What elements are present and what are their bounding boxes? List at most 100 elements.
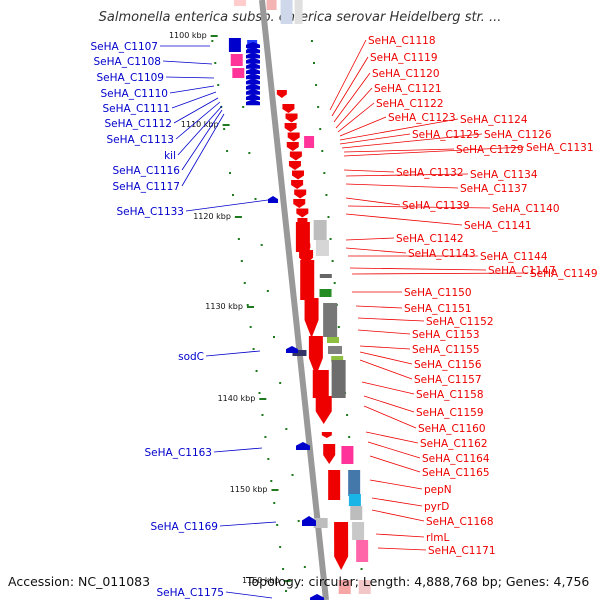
- reverse-gene-arrow[interactable]: [296, 442, 310, 450]
- gene-label[interactable]: SeHA_C1159: [416, 407, 484, 419]
- gene-box[interactable]: [323, 303, 338, 337]
- gene-label[interactable]: rlmL: [426, 532, 449, 544]
- gene-label[interactable]: SeHA_C1153: [412, 329, 480, 341]
- gene-box[interactable]: [300, 260, 315, 300]
- gene-label[interactable]: SeHA_C1133: [116, 206, 184, 218]
- gene-label[interactable]: SeHA_C1152: [426, 316, 494, 328]
- gene-label[interactable]: SeHA_C1111: [102, 103, 170, 115]
- gene-box[interactable]: [341, 446, 354, 464]
- gene-label[interactable]: SeHA_C1143: [408, 248, 476, 260]
- gene-box[interactable]: [230, 54, 243, 66]
- gene-box[interactable]: [348, 494, 361, 506]
- gene-label[interactable]: SeHA_C1171: [428, 545, 496, 557]
- forward-gene-arrow[interactable]: [288, 161, 301, 170]
- gene-label[interactable]: SeHA_C1169: [150, 521, 218, 533]
- gene-label[interactable]: SeHA_C1120: [372, 68, 440, 80]
- forward-gene-arrow[interactable]: [304, 298, 319, 338]
- forward-gene-arrow[interactable]: [293, 199, 306, 208]
- gene-box[interactable]: [312, 370, 329, 398]
- gene-label[interactable]: pepN: [424, 484, 452, 496]
- forward-gene-arrow[interactable]: [292, 170, 305, 180]
- gene-label[interactable]: SeHA_C1112: [104, 118, 172, 130]
- reverse-gene-arrow[interactable]: [246, 57, 260, 64]
- gene-box[interactable]: [232, 68, 245, 78]
- forward-gene-arrow[interactable]: [287, 132, 300, 142]
- gene-label[interactable]: SeHA_C1134: [470, 169, 538, 181]
- gene-label[interactable]: SeHA_C1116: [112, 165, 180, 177]
- gene-box[interactable]: [348, 470, 361, 496]
- gene-label[interactable]: SeHA_C1108: [93, 56, 161, 68]
- gene-label[interactable]: SeHA_C1163: [144, 447, 212, 459]
- gene-box[interactable]: [358, 580, 371, 594]
- gene-label[interactable]: SeHA_C1118: [368, 35, 436, 47]
- reverse-gene-arrow[interactable]: [286, 346, 298, 353]
- gene-label[interactable]: SeHA_C1149: [530, 268, 598, 280]
- gene-box[interactable]: [313, 518, 328, 528]
- forward-gene-arrow[interactable]: [294, 189, 307, 199]
- gene-label[interactable]: SeHA_C1165: [422, 467, 490, 479]
- gene-label[interactable]: SeHA_C1168: [426, 516, 494, 528]
- forward-gene-arrow[interactable]: [334, 540, 349, 570]
- gene-label[interactable]: SeHA_C1144: [480, 251, 548, 263]
- forward-gene-arrow[interactable]: [284, 123, 297, 132]
- gene-box[interactable]: [331, 356, 344, 362]
- gene-label[interactable]: SeHA_C1124: [460, 114, 528, 126]
- gene-label[interactable]: SeHA_C1117: [112, 181, 180, 193]
- reverse-gene-arrow[interactable]: [246, 78, 260, 85]
- gene-label[interactable]: SeHA_C1155: [412, 344, 480, 356]
- gene-box[interactable]: [294, 0, 303, 24]
- gene-label[interactable]: SeHA_C1139: [402, 200, 470, 212]
- gene-label[interactable]: kil: [164, 150, 176, 162]
- forward-gene-arrow[interactable]: [321, 432, 332, 438]
- reverse-gene-arrow[interactable]: [246, 99, 260, 106]
- gene-label[interactable]: SeHA_C1109: [96, 72, 164, 84]
- gene-box[interactable]: [350, 506, 363, 520]
- reverse-gene-arrow[interactable]: [246, 83, 260, 90]
- gene-box[interactable]: [234, 0, 246, 6]
- reverse-gene-arrow[interactable]: [246, 47, 260, 54]
- gene-label[interactable]: SeHA_C1123: [388, 112, 456, 124]
- gene-label[interactable]: SeHA_C1150: [404, 287, 472, 299]
- reverse-gene-arrow[interactable]: [246, 42, 260, 48]
- gene-label[interactable]: pyrD: [424, 501, 449, 513]
- forward-gene-arrow[interactable]: [276, 90, 287, 98]
- forward-gene-arrow[interactable]: [289, 151, 302, 161]
- gene-label[interactable]: SeHA_C1157: [414, 374, 482, 386]
- gene-label[interactable]: SeHA_C1142: [396, 233, 464, 245]
- gene-label[interactable]: SeHA_C1156: [414, 359, 482, 371]
- reverse-gene-arrow[interactable]: [246, 62, 260, 69]
- gene-label[interactable]: SeHA_C1140: [492, 203, 560, 215]
- reverse-gene-arrow[interactable]: [246, 52, 260, 59]
- reverse-gene-arrow[interactable]: [246, 73, 260, 80]
- reverse-gene-arrow[interactable]: [310, 594, 324, 600]
- gene-box[interactable]: [326, 337, 339, 343]
- gene-label[interactable]: SeHA_C1151: [404, 303, 472, 315]
- gene-box[interactable]: [328, 346, 343, 354]
- gene-label[interactable]: SeHA_C1158: [416, 389, 484, 401]
- reverse-gene-arrow[interactable]: [246, 68, 260, 74]
- gene-label[interactable]: SeHA_C1141: [464, 220, 532, 232]
- gene-label[interactable]: SeHA_C1160: [418, 423, 486, 435]
- gene-box[interactable]: [319, 289, 332, 297]
- gene-label[interactable]: SeHA_C1137: [460, 183, 528, 195]
- gene-box[interactable]: [328, 470, 341, 500]
- forward-gene-arrow[interactable]: [285, 113, 298, 123]
- gene-label[interactable]: SeHA_C1110: [100, 88, 168, 100]
- gene-label[interactable]: SeHA_C1126: [484, 129, 552, 141]
- gene-box[interactable]: [319, 274, 332, 278]
- gene-box[interactable]: [280, 0, 293, 24]
- forward-gene-arrow[interactable]: [286, 142, 299, 151]
- reverse-gene-arrow[interactable]: [302, 516, 316, 526]
- gene-label[interactable]: SeHA_C1132: [396, 167, 464, 179]
- gene-box[interactable]: [228, 38, 241, 52]
- gene-label[interactable]: sodC: [178, 351, 204, 363]
- gene-label[interactable]: SeHA_C1129: [456, 144, 524, 156]
- forward-gene-arrow[interactable]: [315, 396, 332, 424]
- gene-box[interactable]: [334, 522, 349, 540]
- gene-box[interactable]: [315, 240, 329, 256]
- forward-gene-arrow[interactable]: [323, 444, 336, 464]
- gene-label[interactable]: SeHA_C1164: [422, 453, 490, 465]
- gene-label[interactable]: SeHA_C1119: [370, 52, 438, 64]
- reverse-gene-arrow[interactable]: [246, 94, 260, 100]
- gene-box[interactable]: [266, 0, 277, 10]
